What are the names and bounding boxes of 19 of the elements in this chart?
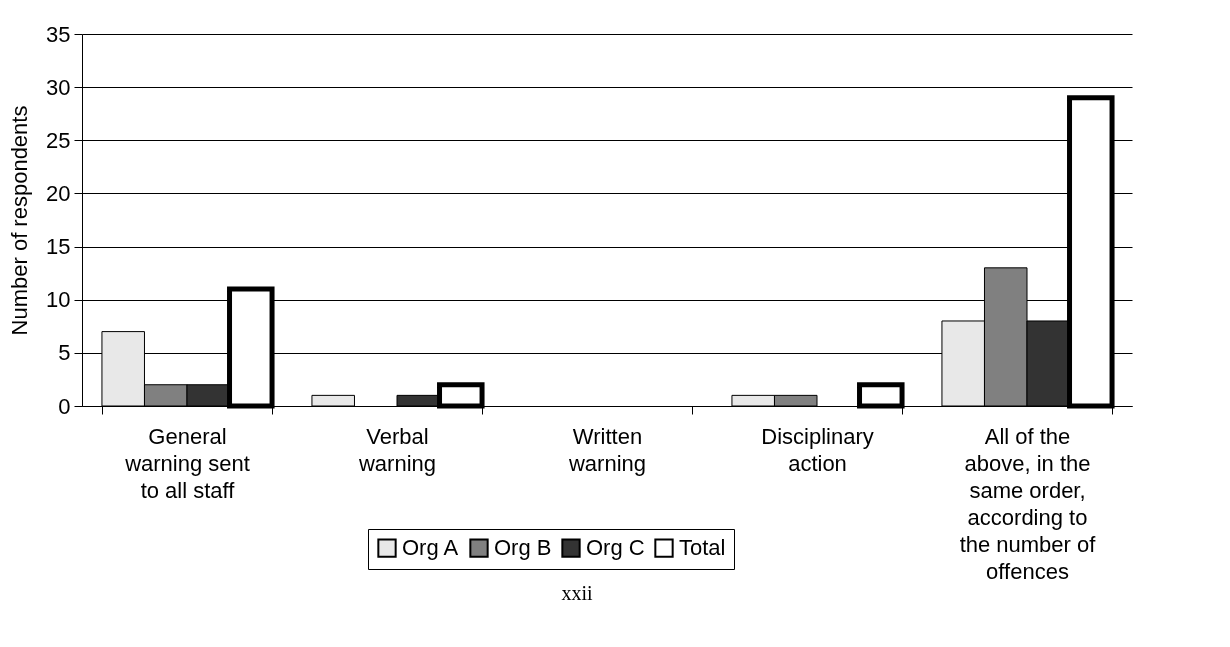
y-tick-label: 5 (58, 340, 71, 366)
y-axis-title: Number of respondents (7, 105, 33, 336)
y-tick-label: 35 (46, 21, 71, 47)
legend-label: Org B (494, 535, 552, 561)
legend-label: Org A (402, 535, 459, 561)
y-tick-label: 20 (46, 180, 71, 206)
y-tick-label: 25 (46, 127, 71, 153)
text: xxii (561, 582, 593, 604)
y-tick-label: 10 (46, 287, 71, 313)
x-tick-label: Verbal warning (357, 423, 437, 476)
legend-label: Total (679, 535, 726, 561)
x-tick-label: Written warning (567, 423, 647, 476)
x-tick-label: Disciplinary action (761, 423, 874, 476)
y-tick-label: 0 (58, 393, 71, 419)
x-tick-label: All of the above, in the same order, according to the number of offences (959, 423, 1097, 584)
y-tick-label: 30 (46, 74, 71, 100)
legend-label: Org C (586, 535, 645, 561)
y-tick-label: 15 (46, 234, 71, 260)
x-tick-label: General warning sent to all staff (124, 423, 250, 503)
